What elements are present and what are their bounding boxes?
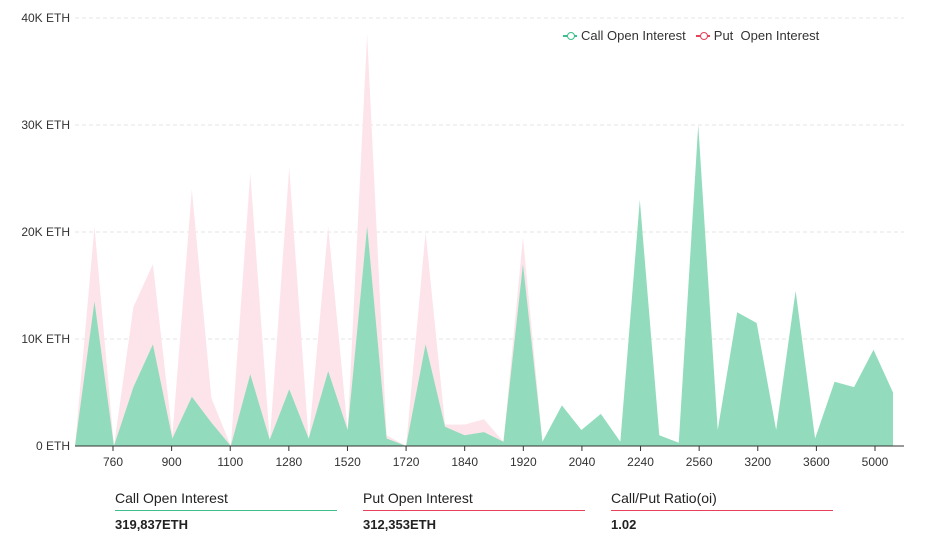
stat-label: Call/Put Ratio(oi) — [611, 490, 717, 506]
x-axis-labels: 760 900 1100 1280 1520 1720 1840 1920 2040 2240 25… — [103, 455, 889, 469]
call-legend-marker-icon — [563, 31, 577, 40]
x-tick-label: 2240 — [627, 455, 654, 469]
stat-call-put-ratio: Call/Put Ratio(oi) 1.02 — [611, 490, 835, 532]
stat-value: 312,353ETH — [363, 517, 436, 532]
stat-underline — [363, 510, 585, 511]
x-tick-label: 3200 — [744, 455, 771, 469]
x-tick-label: 1100 — [217, 455, 243, 469]
x-tick-label: 2040 — [569, 455, 596, 469]
stat-label: Put Open Interest — [363, 490, 473, 506]
y-tick-label: 40K ETH — [21, 11, 70, 25]
put-series-area — [74, 34, 894, 447]
put-legend-marker-icon — [695, 31, 710, 40]
put-open-interest-area — [75, 34, 893, 447]
x-tick-label: 760 — [103, 455, 123, 469]
legend-put-label: Put Open Interest — [713, 28, 820, 43]
x-tick-label: 5000 — [862, 455, 889, 469]
legend-item-call[interactable]: Call Open Interest — [563, 28, 686, 43]
x-tick-label: 2560 — [686, 455, 713, 469]
x-tick-label: 1920 — [510, 455, 537, 469]
y-tick-label: 20K ETH — [21, 225, 70, 239]
y-axis-labels: 0 ETH 10K ETH 20K ETH 30K ETH 40K ETH — [21, 11, 70, 453]
y-tick-label: 0 ETH — [36, 439, 70, 453]
chart-legend: Call Open Interest Put Open Interest — [563, 28, 819, 43]
y-tick-label: 30K ETH — [21, 118, 70, 132]
stat-underline — [115, 510, 337, 511]
stat-value: 319,837ETH — [115, 517, 188, 532]
grid-lines — [75, 17, 904, 340]
x-tick-label: 1280 — [275, 455, 302, 469]
stat-underline — [611, 510, 833, 511]
x-axis — [75, 445, 904, 451]
summary-stats: Call Open Interest 319,837ETH Put Open I… — [115, 490, 859, 532]
stat-label: Call Open Interest — [115, 490, 228, 506]
legend-call-label: Call Open Interest — [581, 28, 686, 43]
call-open-interest-area — [75, 125, 893, 446]
x-tick-label: 1720 — [393, 455, 420, 469]
open-interest-chart: 0 ETH 10K ETH 20K ETH 30K ETH 40K ETH 760 900… — [21, 11, 904, 469]
legend-item-put[interactable]: Put Open Interest — [695, 28, 820, 43]
y-tick-label: 10K ETH — [21, 332, 70, 346]
x-tick-label: 1840 — [451, 455, 478, 469]
x-tick-label: 3600 — [803, 455, 830, 469]
x-tick-label: 1520 — [334, 455, 361, 469]
stat-call-open-interest: Call Open Interest 319,837ETH — [115, 490, 339, 532]
x-tick-label: 900 — [162, 455, 182, 469]
stat-value: 1.02 — [611, 517, 637, 532]
stat-put-open-interest: Put Open Interest 312,353ETH — [363, 490, 587, 532]
